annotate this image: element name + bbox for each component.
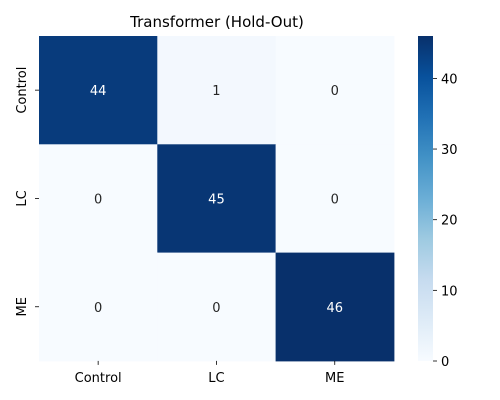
heatmap-cell <box>275 252 395 362</box>
cell-value-label: 0 <box>94 192 102 207</box>
colorbar-gradient <box>418 36 433 361</box>
heatmap-cell <box>39 36 158 145</box>
heatmap-cell-labels: 44 1 0 0 45 0 0 0 46 <box>90 84 343 316</box>
colorbar-tick-label: 10 <box>441 284 458 299</box>
colorbar-tick-label: 40 <box>441 72 458 87</box>
y-tick-label: ME <box>15 297 30 316</box>
cell-value-label: 1 <box>212 84 220 99</box>
cell-value-label: 45 <box>208 192 225 207</box>
cell-value-label: 44 <box>90 84 107 99</box>
cell-value-label: 0 <box>331 84 339 99</box>
x-axis: Control LC ME <box>75 360 344 386</box>
cell-value-label: 0 <box>94 301 102 316</box>
heatmap-cell <box>275 144 395 254</box>
heatmap-cell <box>157 144 277 254</box>
x-tick-label: ME <box>325 371 344 386</box>
heatmap-cell <box>39 144 158 254</box>
x-tick-label: LC <box>208 371 224 386</box>
cell-value-label: 0 <box>331 192 339 207</box>
x-tick-label: Control <box>75 371 122 386</box>
colorbar-ticks: 0 10 20 30 40 <box>433 72 458 370</box>
colorbar-tick-label: 30 <box>441 143 458 158</box>
colorbar <box>418 36 433 361</box>
colorbar-tick-label: 0 <box>441 355 449 370</box>
y-axis: Control LC ME <box>15 67 39 316</box>
cell-value-label: 0 <box>212 301 220 316</box>
chart-title: Transformer (Hold-Out) <box>129 13 304 31</box>
heatmap-cell <box>275 36 395 145</box>
colorbar-tick-label: 20 <box>441 214 458 229</box>
heatmap-cell <box>157 252 277 362</box>
heatmap-cell <box>39 252 158 362</box>
heatmap-cell <box>157 36 277 145</box>
y-tick-label: LC <box>15 190 30 206</box>
y-tick-label: Control <box>15 67 30 114</box>
heatmap-cells <box>39 36 395 362</box>
cell-value-label: 46 <box>326 301 343 316</box>
